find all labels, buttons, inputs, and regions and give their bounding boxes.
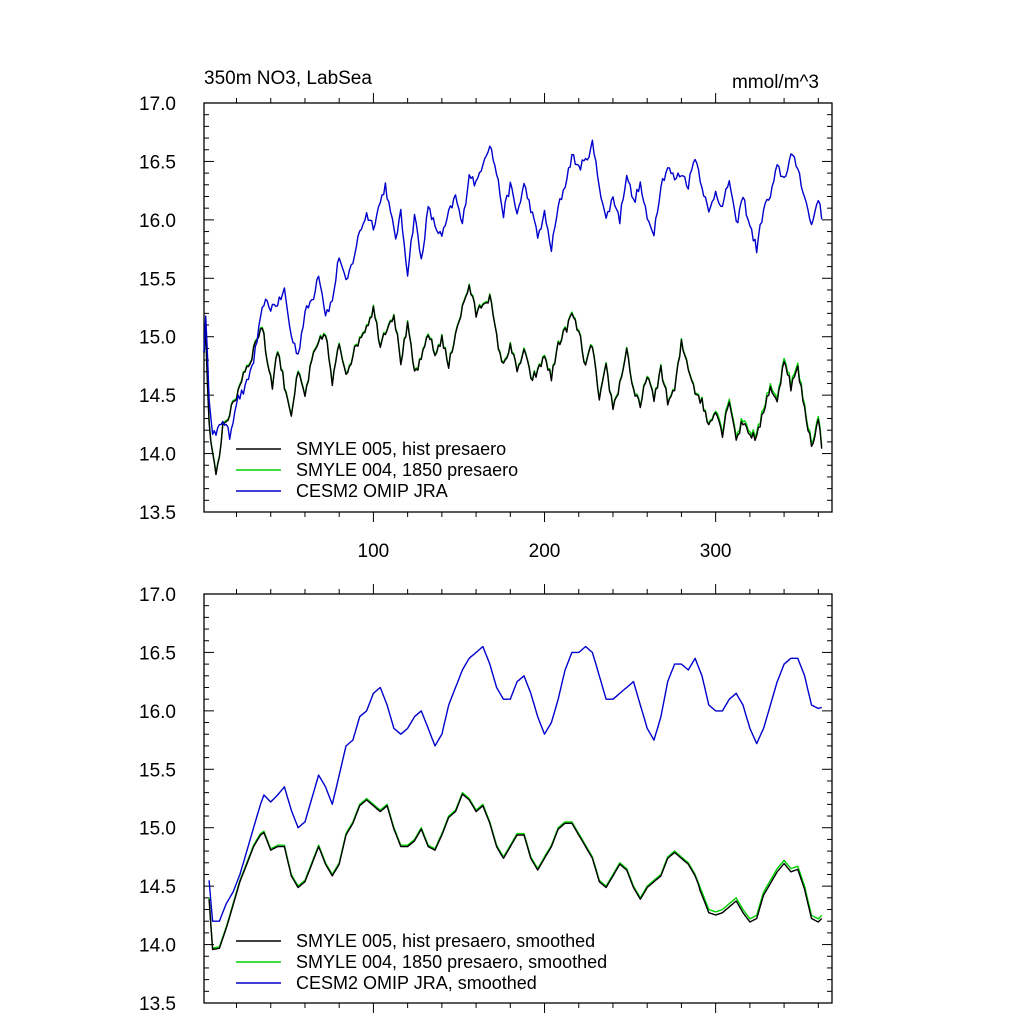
y-tick-label: 14.0 — [139, 445, 176, 466]
y-tick-label: 16.0 — [139, 211, 176, 232]
x-tick-label: 200 — [529, 541, 561, 562]
y-tick-label: 16.0 — [139, 702, 176, 723]
x-tick-label: 100 — [358, 541, 390, 562]
y-tick-label: 14.5 — [139, 386, 176, 407]
legend-label: CESM2 OMIP JRA — [296, 481, 448, 501]
y-tick-label: 17.0 — [139, 585, 176, 606]
series-line — [208, 792, 823, 949]
legend-label: SMYLE 005, hist presaero, smoothed — [296, 931, 595, 951]
top-panel: 13.5 14.0 14.5 15.0 15.5 16.0 16.5 17.0 100 200 30… — [139, 93, 833, 562]
y-tick-label: 14.5 — [139, 877, 176, 898]
y-tick-label: 14.0 — [139, 936, 176, 957]
x-tick-label: 300 — [700, 541, 732, 562]
y-tick-label: 17.0 — [139, 94, 176, 115]
legend-label: SMYLE 004, 1850 presaero, smoothed — [296, 952, 607, 972]
y-tick-label: 15.5 — [139, 760, 176, 781]
y-tick-label: 13.5 — [139, 503, 176, 524]
series-line — [208, 645, 822, 922]
legend-label: SMYLE 004, 1850 presaero — [296, 460, 518, 480]
legend-label: SMYLE 005, hist presaero — [296, 439, 506, 459]
chart-title: 350m NO3, LabSea — [204, 68, 372, 89]
y-tick-label: 15.0 — [139, 328, 176, 349]
plot-frame — [203, 593, 833, 1004]
bottom-panel: 13.5 14.0 14.5 15.0 15.5 16.0 16.5 17.0 SMYLE 00… — [139, 584, 833, 1015]
y-tick-label: 16.5 — [139, 643, 176, 664]
series-line — [208, 793, 823, 951]
y-tick-label: 15.5 — [139, 269, 176, 290]
legend-label: CESM2 OMIP JRA, smoothed — [296, 973, 537, 993]
units-label: mmol/m^3 — [732, 72, 819, 93]
plot-frame — [203, 102, 833, 513]
series-line — [203, 284, 823, 476]
y-tick-label: 16.5 — [139, 152, 176, 173]
y-tick-label: 15.0 — [139, 819, 176, 840]
series-line — [203, 139, 823, 440]
y-tick-label: 13.5 — [139, 994, 176, 1015]
